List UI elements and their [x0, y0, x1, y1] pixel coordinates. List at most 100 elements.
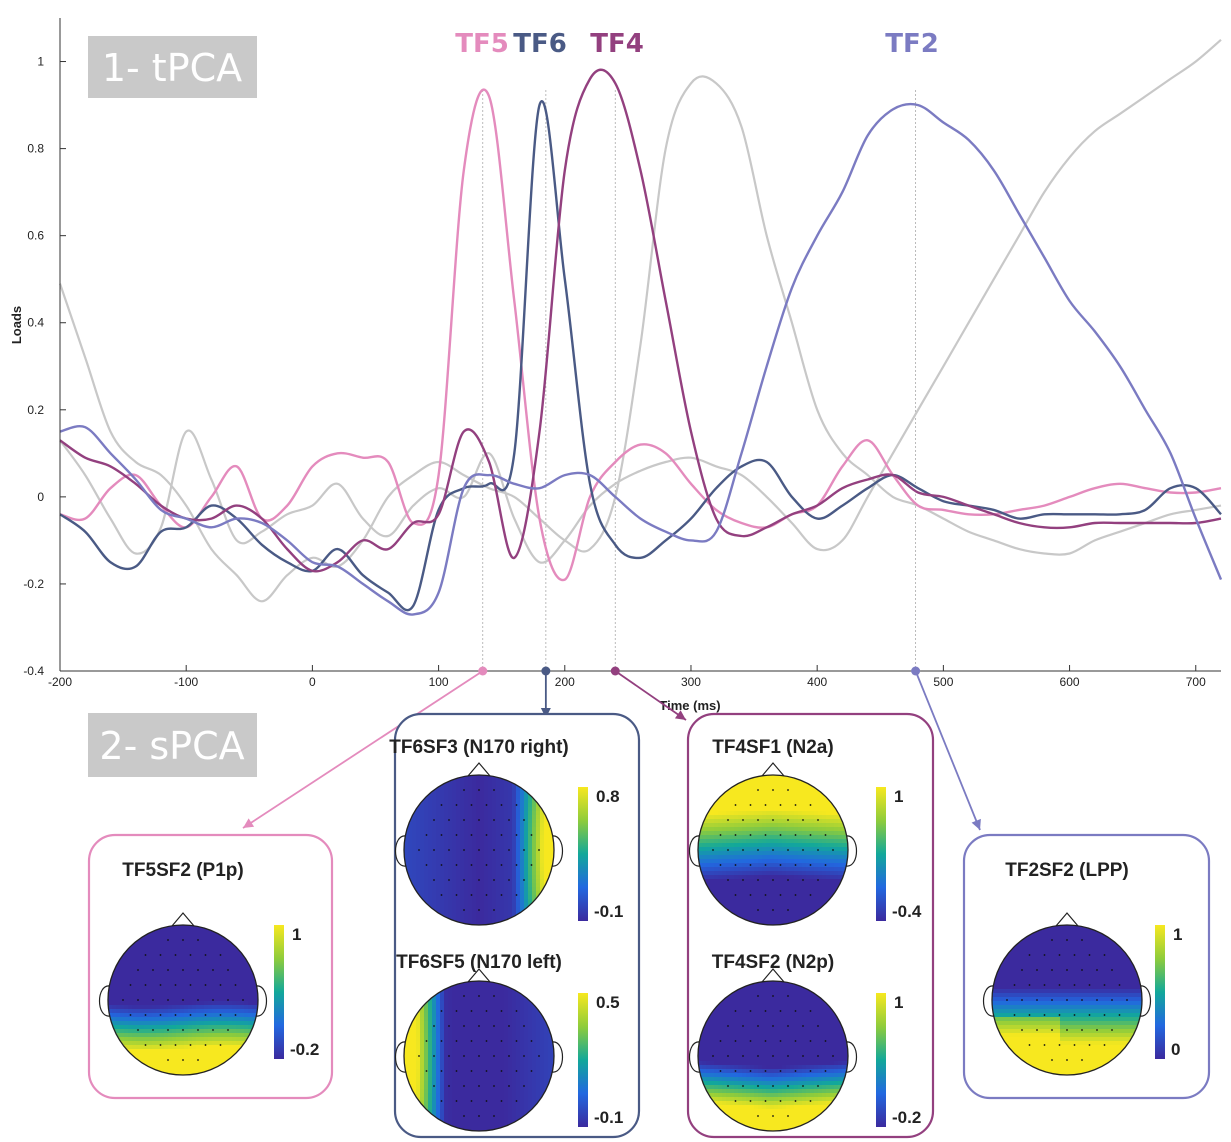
y-tick-label: 0	[37, 490, 44, 504]
y-tick-label: -0.4	[23, 664, 44, 678]
y-tick-label: 0.6	[27, 229, 44, 243]
colorbar-min-label: -0.4	[892, 902, 922, 921]
spca-panels: TF5SF2 (P1p) 1 -0.2 TF6SF3 (N170 right) 0.8 -…	[87, 712, 1211, 1139]
x-tick-label: -200	[48, 675, 72, 689]
x-tick-label: 0	[309, 675, 316, 689]
series-line-tf2	[59, 102, 1223, 616]
topomap-title: TF4SF1 (N2a)	[712, 737, 833, 758]
factor-label-tf4: TF4	[590, 29, 644, 59]
connector-tf6	[540, 671, 551, 718]
left-ear	[98, 985, 111, 1017]
x-tick-label: 100	[429, 675, 449, 689]
y-tick-label: 0.4	[27, 316, 44, 330]
left-ear	[982, 985, 995, 1017]
spca-section-label: 2- sPCA	[88, 713, 257, 777]
panel-3: TF4SF1 (N2a) 1 -0.4 TF4SF2 (N2p) 1 -0.2	[686, 712, 935, 1139]
background-series	[58, 38, 1222, 603]
head-outline	[403, 980, 555, 1132]
highlighted-series	[59, 68, 1223, 616]
topomap-head-4	[688, 968, 858, 1132]
colorbar-max-label: 1	[1173, 925, 1182, 944]
connector-arrows	[242, 670, 981, 831]
right-ear	[845, 835, 858, 867]
nose	[467, 762, 491, 777]
factor-label-tf5: TF5	[455, 29, 509, 59]
peak-reference-lines	[482, 90, 917, 671]
right-ear	[255, 985, 268, 1017]
right-ear	[1139, 985, 1152, 1017]
head-outline	[403, 774, 555, 926]
colorbar-max-label: 1	[894, 787, 903, 806]
right-ear	[845, 1041, 858, 1073]
topomap-title: TF2SF2 (LPP)	[1005, 860, 1129, 881]
colorbar	[876, 993, 886, 1127]
panel-2: TF6SF3 (N170 right) 0.8 -0.1 TF6SF5 (N170 l…	[389, 712, 641, 1139]
electrode-dots	[418, 995, 540, 1117]
tpca-section-label: 1- tPCA	[88, 36, 257, 98]
topomap-title: TF5SF2 (P1p)	[122, 860, 243, 881]
colorbar	[578, 787, 588, 921]
colorbar-max-label: 1	[894, 993, 903, 1012]
nose	[171, 912, 195, 927]
topomap-field	[404, 775, 554, 925]
y-tick-label: 0.8	[27, 142, 44, 156]
x-axis-title: Time (ms)	[659, 698, 720, 713]
colorbar-min-label: -0.2	[290, 1040, 319, 1059]
topomap-field	[698, 775, 848, 925]
topomap-title: TF6SF3 (N170 right)	[389, 737, 568, 758]
series-line-gray-5	[59, 38, 1222, 564]
y-tick-label: 0.2	[27, 403, 44, 417]
topomap-head-1	[394, 762, 564, 926]
connector-tf4	[614, 670, 687, 721]
x-tick-label: 500	[933, 675, 953, 689]
tpca-chart: -200 -100 0 100 200 300 400 500 600 700 -0.4 -0.2 0 0…	[9, 18, 1223, 713]
left-ear	[394, 1041, 407, 1073]
y-tick-label: -0.2	[23, 577, 44, 591]
colorbar-max-label: 1	[292, 925, 301, 944]
right-ear	[551, 1041, 564, 1073]
colorbar	[1155, 925, 1165, 1059]
electrode-dots	[712, 789, 834, 911]
chart-axes: -200 -100 0 100 200 300 400 500 600 700 -0.4 -0.2 0 0…	[23, 18, 1221, 689]
colorbar-max-label: 0.5	[596, 993, 620, 1012]
colorbar-max-label: 0.8	[596, 787, 620, 806]
colorbar-min-label: -0.2	[892, 1108, 921, 1127]
electrode-dots	[712, 995, 834, 1117]
colorbar-min-label: -0.1	[594, 1108, 623, 1127]
topomap-head-5	[982, 912, 1152, 1076]
x-tick-label: 600	[1060, 675, 1080, 689]
connector-tf5	[242, 670, 484, 829]
left-ear	[394, 835, 407, 867]
nose	[761, 968, 785, 983]
head-outline	[697, 774, 849, 926]
colorbar	[876, 787, 886, 921]
factor-label-tf2: TF2	[885, 29, 939, 59]
topomap-field	[698, 981, 848, 1131]
x-tick-label: 700	[1186, 675, 1206, 689]
x-tick-label: 300	[681, 675, 701, 689]
x-tick-label: 400	[807, 675, 827, 689]
electrode-dots	[1006, 939, 1128, 1061]
x-tick-label: -100	[174, 675, 198, 689]
colorbar	[274, 925, 284, 1059]
electrode-dots	[122, 939, 244, 1061]
colorbar-min-label: 0	[1171, 1040, 1180, 1059]
head-outline	[107, 924, 259, 1076]
y-axis-title: Loads	[9, 306, 24, 344]
nose	[761, 762, 785, 777]
head-outline	[991, 924, 1143, 1076]
colorbar-min-label: -0.1	[594, 902, 623, 921]
topomap-title: TF6SF5 (N170 left)	[396, 952, 562, 973]
y-tick-label: 1	[37, 55, 44, 69]
topomap-title: TF4SF2 (N2p)	[712, 952, 834, 973]
series-line-tf4	[59, 68, 1222, 573]
x-tick-label: 200	[555, 675, 575, 689]
colorbar	[578, 993, 588, 1127]
panel-1: TF5SF2 (P1p) 1 -0.2	[87, 833, 334, 1100]
right-ear	[551, 835, 564, 867]
panel-4: TF2SF2 (LPP) 1 0	[962, 833, 1211, 1100]
connector-tf2	[914, 670, 981, 831]
left-ear	[688, 835, 701, 867]
left-ear	[688, 1041, 701, 1073]
